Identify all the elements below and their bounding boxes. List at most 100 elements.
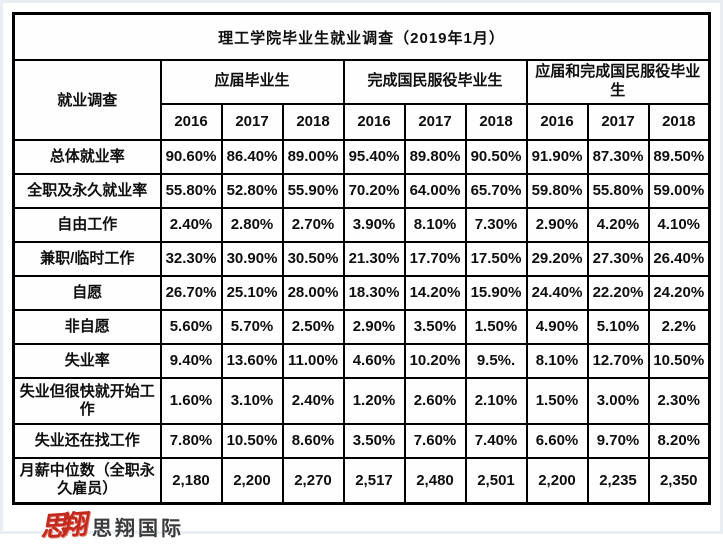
value-cell: 2,200	[220, 456, 284, 505]
value-cell: 55.90%	[281, 172, 345, 209]
table-row-freelance: 自由工作 2.40% 2.80% 2.70% 3.90% 8.10% 7.30%…	[12, 206, 711, 243]
table-row-median-monthly-salary: 月薪中位数（全职永久雇员） 2,180 2,200 2,270 2,517 2,…	[12, 456, 711, 505]
row-label: 非自愿	[12, 308, 162, 345]
value-cell: 30.90%	[220, 240, 284, 277]
value-cell: 9.70%	[586, 422, 650, 459]
value-cell: 2,517	[342, 456, 406, 505]
row-label: 失业率	[12, 342, 162, 379]
value-cell: 55.80%	[586, 172, 650, 209]
value-cell: 18.30%	[342, 274, 406, 311]
year-header: 2018	[281, 102, 345, 141]
title-banner: 理工学院毕业生就业调查（2019年1月）	[12, 12, 711, 61]
value-cell: 24.40%	[525, 274, 589, 311]
value-cell: 2.60%	[403, 376, 467, 425]
value-cell: 2.10%	[464, 376, 528, 425]
value-cell: 2,235	[586, 456, 650, 505]
value-cell: 2,270	[281, 456, 345, 505]
value-cell: 26.70%	[159, 274, 223, 311]
value-cell: 3.50%	[403, 308, 467, 345]
value-cell: 12.70%	[586, 342, 650, 379]
page: 理工学院毕业生就业调查（2019年1月） 就业调查 应届毕业生 完成国民服役毕业…	[12, 12, 711, 542]
year-header: 2016	[159, 102, 223, 141]
value-cell: 2.70%	[281, 206, 345, 243]
value-cell: 4.90%	[525, 308, 589, 345]
value-cell: 87.30%	[586, 138, 650, 175]
value-cell: 24.20%	[647, 274, 711, 311]
footer: 思翔 思翔国际	[38, 506, 711, 546]
value-cell: 7.40%	[464, 422, 528, 459]
value-cell: 2.2%	[647, 308, 711, 345]
corner-header: 就业调查	[12, 59, 162, 141]
table-row-unemployed-still-looking: 失业还在找工作 7.80% 10.50% 8.60% 3.50% 7.60% 7…	[12, 422, 711, 459]
table-row-involuntary: 非自愿 5.60% 5.70% 2.50% 2.90% 3.50% 1.50% …	[12, 308, 711, 345]
row-label: 自愿	[12, 274, 162, 311]
year-header-row: 2016 2017 2018 2016 2017 2018 2016 2017 …	[14, 102, 711, 141]
value-cell: 8.10%	[403, 206, 467, 243]
value-cell: 8.20%	[647, 422, 711, 459]
value-cell: 2.40%	[281, 376, 345, 425]
value-cell: 2.80%	[220, 206, 284, 243]
value-cell: 3.50%	[342, 422, 406, 459]
value-cell: 90.50%	[464, 138, 528, 175]
value-cell: 7.30%	[464, 206, 528, 243]
value-cell: 2.90%	[525, 206, 589, 243]
value-cell: 25.10%	[220, 274, 284, 311]
logo-text: 思翔国际	[92, 517, 184, 540]
value-cell: 1.60%	[159, 376, 223, 425]
value-cell: 2,200	[525, 456, 589, 505]
title-row: 理工学院毕业生就业调查（2019年1月）	[12, 12, 711, 61]
value-cell: 2.30%	[647, 376, 711, 425]
value-cell: 2.40%	[159, 206, 223, 243]
row-label: 兼职/临时工作	[12, 240, 162, 277]
value-cell: 52.80%	[220, 172, 284, 209]
value-cell: 4.20%	[586, 206, 650, 243]
value-cell: 26.40%	[647, 240, 711, 277]
value-cell: 22.20%	[586, 274, 650, 311]
value-cell: 89.00%	[281, 138, 345, 175]
value-cell: 32.30%	[159, 240, 223, 277]
value-cell: 27.30%	[586, 240, 650, 277]
value-cell: 15.90%	[464, 274, 528, 311]
value-cell: 90.60%	[159, 138, 223, 175]
value-cell: 2,180	[159, 456, 223, 505]
year-header: 2018	[464, 102, 528, 141]
value-cell: 89.50%	[647, 138, 711, 175]
value-cell: 2.50%	[281, 308, 345, 345]
row-label: 总体就业率	[12, 138, 162, 175]
value-cell: 2.90%	[342, 308, 406, 345]
table-row-parttime-temp: 兼职/临时工作 32.30% 30.90% 30.50% 21.30% 17.7…	[12, 240, 711, 277]
value-cell: 10.50%	[220, 422, 284, 459]
value-cell: 86.40%	[220, 138, 284, 175]
value-cell: 9.5%.	[464, 342, 528, 379]
value-cell: 5.70%	[220, 308, 284, 345]
value-cell: 14.20%	[403, 274, 467, 311]
value-cell: 29.20%	[525, 240, 589, 277]
employment-survey-table: 理工学院毕业生就业调查（2019年1月） 就业调查 应届毕业生 完成国民服役毕业…	[12, 12, 711, 505]
value-cell: 59.80%	[525, 172, 589, 209]
value-cell: 2,480	[403, 456, 467, 505]
value-cell: 3.90%	[342, 206, 406, 243]
value-cell: 7.80%	[159, 422, 223, 459]
table-row-unemployed-starting-soon: 失业但很快就开始工作 1.60% 3.10% 2.40% 1.20% 2.60%…	[12, 376, 711, 425]
table-row-voluntary: 自愿 26.70% 25.10% 28.00% 18.30% 14.20% 15…	[12, 274, 711, 311]
value-cell: 17.50%	[464, 240, 528, 277]
year-header: 2018	[647, 102, 711, 141]
column-group-combined-grads: 应届和完成国民服役毕业生	[525, 59, 711, 105]
value-cell: 10.20%	[403, 342, 467, 379]
value-cell: 1.20%	[342, 376, 406, 425]
year-header: 2016	[525, 102, 589, 141]
value-cell: 1.50%	[464, 308, 528, 345]
value-cell: 11.00%	[281, 342, 345, 379]
value-cell: 4.10%	[647, 206, 711, 243]
value-cell: 64.00%	[403, 172, 467, 209]
value-cell: 8.60%	[281, 422, 345, 459]
sixiang-logo-icon: 思翔	[38, 509, 81, 542]
table-row-unemployment-rate: 失业率 9.40% 13.60% 11.00% 4.60% 10.20% 9.5…	[12, 342, 711, 379]
year-header: 2017	[220, 102, 284, 141]
year-header: 2016	[342, 102, 406, 141]
table-row-overall-employment: 总体就业率 90.60% 86.40% 89.00% 95.40% 89.80%…	[12, 138, 711, 175]
row-label: 月薪中位数（全职永久雇员）	[12, 456, 162, 505]
value-cell: 13.60%	[220, 342, 284, 379]
row-label: 失业但很快就开始工作	[12, 376, 162, 425]
value-cell: 8.10%	[525, 342, 589, 379]
